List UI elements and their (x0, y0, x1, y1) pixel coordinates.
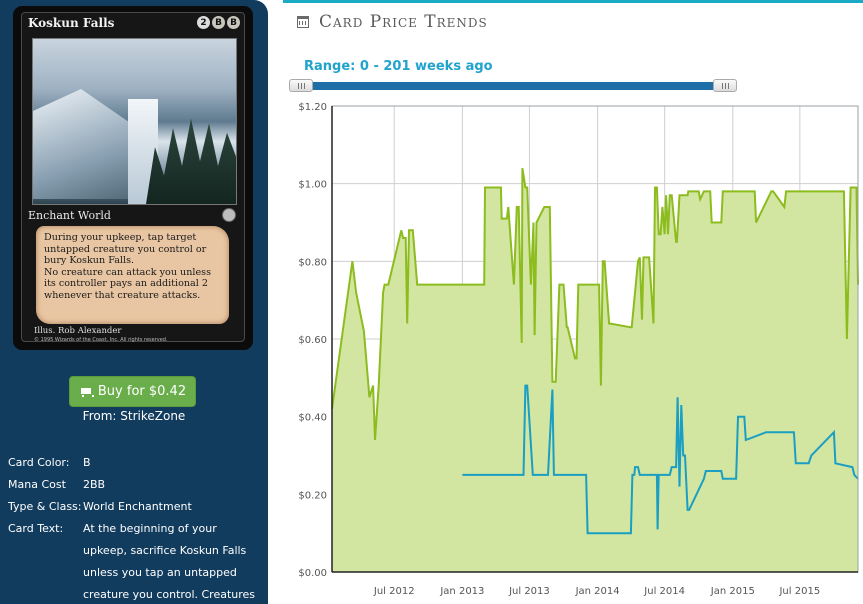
mana-symbol-black: B (227, 16, 240, 29)
rules-line: untapped creature you control or (44, 243, 207, 255)
range-slider-max-handle[interactable] (713, 79, 737, 92)
mana-symbol-black: B (212, 16, 225, 29)
detail-value: B (83, 456, 91, 469)
y-tick-label: $0.80 (298, 257, 327, 268)
shopping-cart-icon (79, 387, 94, 397)
card-frame: Koskun Falls 2 B B Enchant World During … (21, 12, 245, 343)
buy-button[interactable]: Buy for $0.42 (69, 376, 196, 407)
x-tick-label: Jan 2014 (575, 586, 620, 597)
y-tick-label: $0.60 (298, 335, 327, 346)
card-rules-text: During your upkeep, tap target untapped … (36, 226, 229, 324)
detail-row: Type & Class: World Enchantment (8, 496, 258, 518)
range-slider-min-handle[interactable] (289, 79, 313, 92)
y-tick-label: $0.40 (298, 413, 327, 424)
x-tick-label: Jul 2012 (373, 586, 415, 597)
y-tick-label: $1.20 (298, 102, 327, 113)
y-tick-label: $1.00 (298, 180, 327, 191)
detail-key: Card Text: (8, 522, 64, 535)
top-accent-bar (283, 0, 863, 3)
x-axis-ticks: Jul 2012 Jan 2013 Jul 2013 Jan 2014 Jul 2014… (373, 586, 820, 597)
detail-row: Card Text: At the beginning of your upke… (8, 518, 258, 604)
x-tick-label: Jan 2015 (710, 586, 755, 597)
buy-button-label: Buy for $0.42 (97, 384, 187, 399)
range-label: Range: 0 - 201 weeks ago (304, 59, 493, 74)
range-slider[interactable] (289, 79, 738, 93)
card-type-line: Enchant World (28, 209, 111, 222)
rules-line: its controller pays an additional 2 (44, 278, 208, 290)
card-sidebar: Koskun Falls 2 B B Enchant World During … (0, 0, 268, 604)
mana-cost-symbols: 2 B B (197, 16, 240, 29)
detail-value: World Enchantment (83, 500, 192, 513)
rules-line: No creature can attack you unless (44, 266, 212, 278)
detail-key: Mana Cost (8, 478, 66, 491)
card-image: Koskun Falls 2 B B Enchant World During … (13, 6, 253, 350)
y-tick-label: $0.20 (298, 490, 327, 501)
card-details: Card Color: B Mana Cost 2BB Type & Class… (8, 452, 258, 604)
x-tick-label: Jan 2013 (439, 586, 484, 597)
section-header: Card Price Trends (297, 12, 488, 32)
detail-key: Card Color: (8, 456, 70, 469)
green-series-area (332, 168, 858, 572)
rules-line: bury Koskun Falls. (44, 255, 135, 267)
x-tick-label: Jul 2014 (643, 586, 685, 597)
green-series-line (331, 167, 859, 441)
card-art (32, 38, 237, 205)
section-title: Card Price Trends (319, 12, 488, 32)
calendar-icon (297, 16, 309, 28)
rules-line: whenever that creature attacks. (44, 289, 201, 301)
price-trend-chart: $0.00 $0.20 $0.40 $0.60 $0.80 $1.00 $1.20 Jul … (298, 102, 859, 597)
y-axis-ticks: $0.00 $0.20 $0.40 $0.60 $0.80 $1.00 $1.20 (298, 102, 327, 579)
detail-value: At the beginning of your upkeep, sacrifi… (83, 522, 256, 601)
card-name: Koskun Falls (28, 16, 115, 30)
seller-label: From: StrikeZone (82, 409, 186, 423)
detail-value: 2BB (83, 478, 106, 491)
x-tick-label: Jul 2013 (508, 586, 550, 597)
detail-row: Mana Cost 2BB (8, 474, 258, 496)
blue-series-line (462, 384, 859, 535)
y-tick-label: $0.00 (298, 568, 327, 579)
range-slider-track[interactable] (297, 82, 732, 90)
x-tick-label: Jul 2015 (778, 586, 820, 597)
card-copyright: © 1995 Wizards of the Coast, Inc. All ri… (34, 337, 168, 343)
rules-line: During your upkeep, tap target (44, 232, 197, 243)
card-illustrator: Illus. Rob Alexander (34, 326, 122, 336)
detail-row: Card Color: B (8, 452, 258, 474)
detail-key: Type & Class: (8, 500, 82, 513)
set-symbol-icon (222, 208, 236, 222)
mana-symbol-generic: 2 (197, 16, 210, 29)
